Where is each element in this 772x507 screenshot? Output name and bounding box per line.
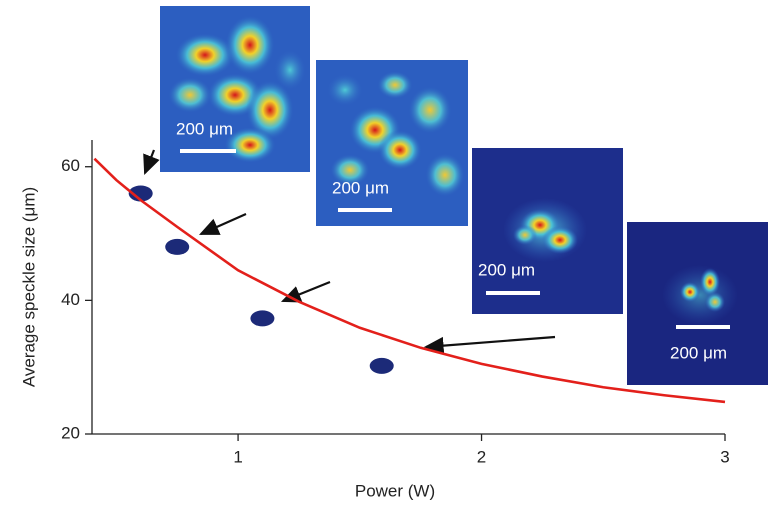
x-tick-label: 2 xyxy=(477,447,486,466)
data-point xyxy=(250,310,275,327)
scale-label: 200 μm xyxy=(332,178,389,197)
scale-label: 200 μm xyxy=(670,343,727,362)
inset-image xyxy=(627,222,768,385)
data-point xyxy=(128,185,153,202)
x-tick-label: 3 xyxy=(720,447,729,466)
x-axis-label: Power (W) xyxy=(355,481,435,500)
scale-label: 200 μm xyxy=(176,119,233,138)
scale-label: 200 μm xyxy=(478,260,535,279)
y-tick-label: 40 xyxy=(61,290,80,309)
y-axis-label: Average speckle size (μm) xyxy=(19,187,38,387)
x-tick-label: 1 xyxy=(233,447,242,466)
inset-image xyxy=(160,6,310,172)
fit-curve xyxy=(93,157,726,404)
data-point xyxy=(165,238,190,255)
inset-image xyxy=(472,148,623,314)
y-tick-label: 20 xyxy=(61,423,80,442)
y-tick-label: 60 xyxy=(61,156,80,175)
data-point xyxy=(369,357,394,374)
inset-image xyxy=(316,60,468,226)
